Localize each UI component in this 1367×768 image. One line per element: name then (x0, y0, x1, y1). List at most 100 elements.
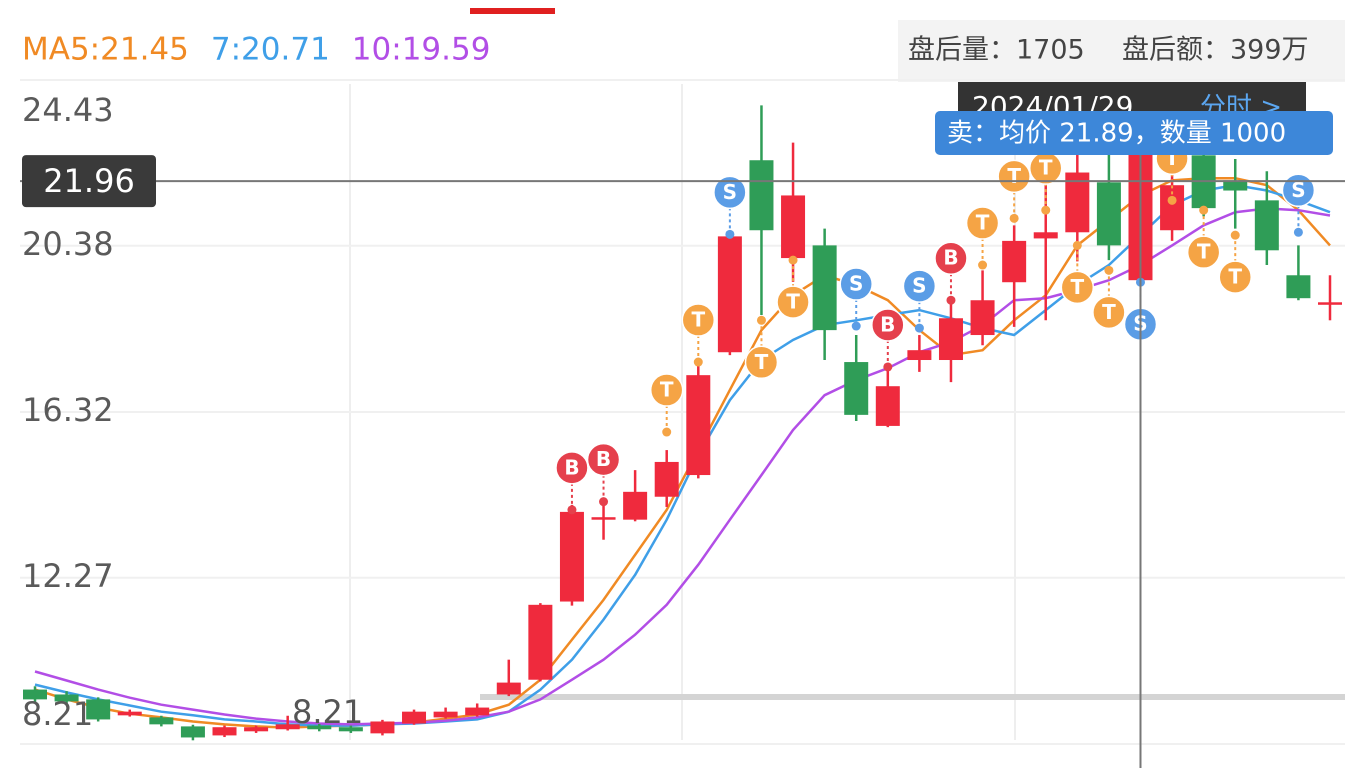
signal-point (567, 505, 577, 515)
candle-body (812, 245, 837, 331)
candle-body (844, 362, 869, 415)
candle-body (654, 461, 679, 497)
signal-point (1293, 227, 1303, 237)
signal-letter: S (1291, 178, 1305, 202)
signal-point (883, 362, 893, 372)
candle-body (875, 386, 900, 426)
signal-point (662, 427, 672, 437)
y-tick-label: 20.38 (22, 225, 114, 263)
active-tab-indicator (470, 8, 555, 14)
candle-body (496, 682, 521, 695)
candle-body (370, 721, 395, 734)
signal-badge (934, 241, 968, 275)
ma-line (34, 183, 1331, 727)
candle-body (528, 604, 553, 680)
signal-point (788, 255, 798, 265)
signal-point (914, 323, 924, 333)
signal-point (1230, 230, 1240, 240)
signal-letter: T (1007, 164, 1021, 188)
y-tick-label: 8.21 (22, 695, 93, 733)
legend-entry: 10:19.59 (352, 32, 491, 68)
candle-body (686, 375, 711, 476)
candle-body (591, 517, 616, 520)
y-tick-label: 24.43 (22, 91, 114, 129)
signal-letter: T (660, 378, 674, 402)
y-tick-label: 12.27 (22, 557, 114, 595)
candle-body (1033, 232, 1058, 239)
crosshair-price-box (22, 155, 156, 208)
candle-body (244, 727, 269, 732)
candle-body (402, 711, 427, 724)
signal-letter: T (976, 211, 990, 235)
candle-body (1065, 172, 1090, 233)
signal-badge (776, 285, 810, 319)
signal-badge (1281, 173, 1316, 208)
signal-letter: T (1039, 156, 1053, 180)
candle-body (623, 491, 648, 520)
signal-point (599, 497, 609, 507)
signal-point (1072, 240, 1082, 250)
signal-point (1167, 195, 1177, 205)
y-tick-label: 16.32 (22, 391, 114, 429)
signal-badge (1092, 295, 1126, 330)
candle-body (338, 727, 363, 732)
signal-point (693, 357, 703, 367)
candle-body (749, 160, 774, 231)
signal-badge (902, 269, 937, 303)
candle-body (433, 711, 458, 718)
signal-badge (1186, 235, 1221, 269)
signal-point (725, 229, 735, 239)
candle-body (938, 318, 963, 361)
signal-point (1009, 213, 1019, 223)
signal-letter: B (880, 312, 895, 336)
signal-letter: T (1070, 275, 1084, 299)
after-hours-volume: 盘后量：1705 (908, 35, 1085, 66)
signal-badge (1218, 260, 1252, 294)
signal-letter: B (596, 447, 611, 471)
candle-body (117, 711, 142, 716)
signal-letter: S (723, 180, 737, 204)
candle-body (1318, 302, 1342, 305)
grid (20, 79, 1345, 745)
tooltip-box (935, 111, 1333, 155)
candle-body (180, 726, 205, 738)
signal-letter: T (1102, 300, 1116, 324)
overlay: 8.2112.2716.3220.3824.438.2121.962024/01… (20, 32, 1345, 768)
candle-body (149, 717, 174, 725)
signal-badge (744, 345, 779, 380)
signal-letter: S (849, 272, 863, 296)
signal-point (1199, 205, 1209, 215)
legend-entry: MA5:21.45 (22, 32, 189, 68)
candle-body (23, 689, 47, 700)
candle-body (307, 725, 332, 730)
signal-letter: T (691, 308, 705, 332)
crosshair-price-label: 21.96 (43, 162, 135, 200)
candle-body (212, 727, 237, 736)
tooltip-text: 卖：均价 21.89，数量 1000 (947, 119, 1286, 149)
legend-entry: 7:20.71 (211, 32, 330, 68)
signal-letter: S (912, 274, 926, 298)
candle-body (1002, 240, 1027, 283)
signal-letter: T (1228, 265, 1242, 289)
low-price-label: 8.21 (292, 693, 363, 731)
signal-badge (1060, 270, 1095, 305)
signal-point (1104, 265, 1114, 275)
signal-letter: B (564, 455, 579, 479)
candle-body (781, 195, 806, 259)
signal-badge (555, 451, 589, 485)
signal-badge (586, 442, 621, 477)
signal-badge (965, 206, 1000, 240)
signal-letter: B (943, 246, 958, 270)
signal-badge (649, 373, 684, 407)
signal-badge (713, 175, 747, 210)
signal-point (978, 260, 988, 270)
signal-badge (871, 308, 905, 342)
signal-point (851, 321, 861, 331)
signal-badge (997, 159, 1031, 194)
candle-body (275, 724, 300, 730)
signal-badge (839, 267, 873, 301)
candle-body (1096, 182, 1121, 246)
signal-letter: T (786, 290, 800, 314)
